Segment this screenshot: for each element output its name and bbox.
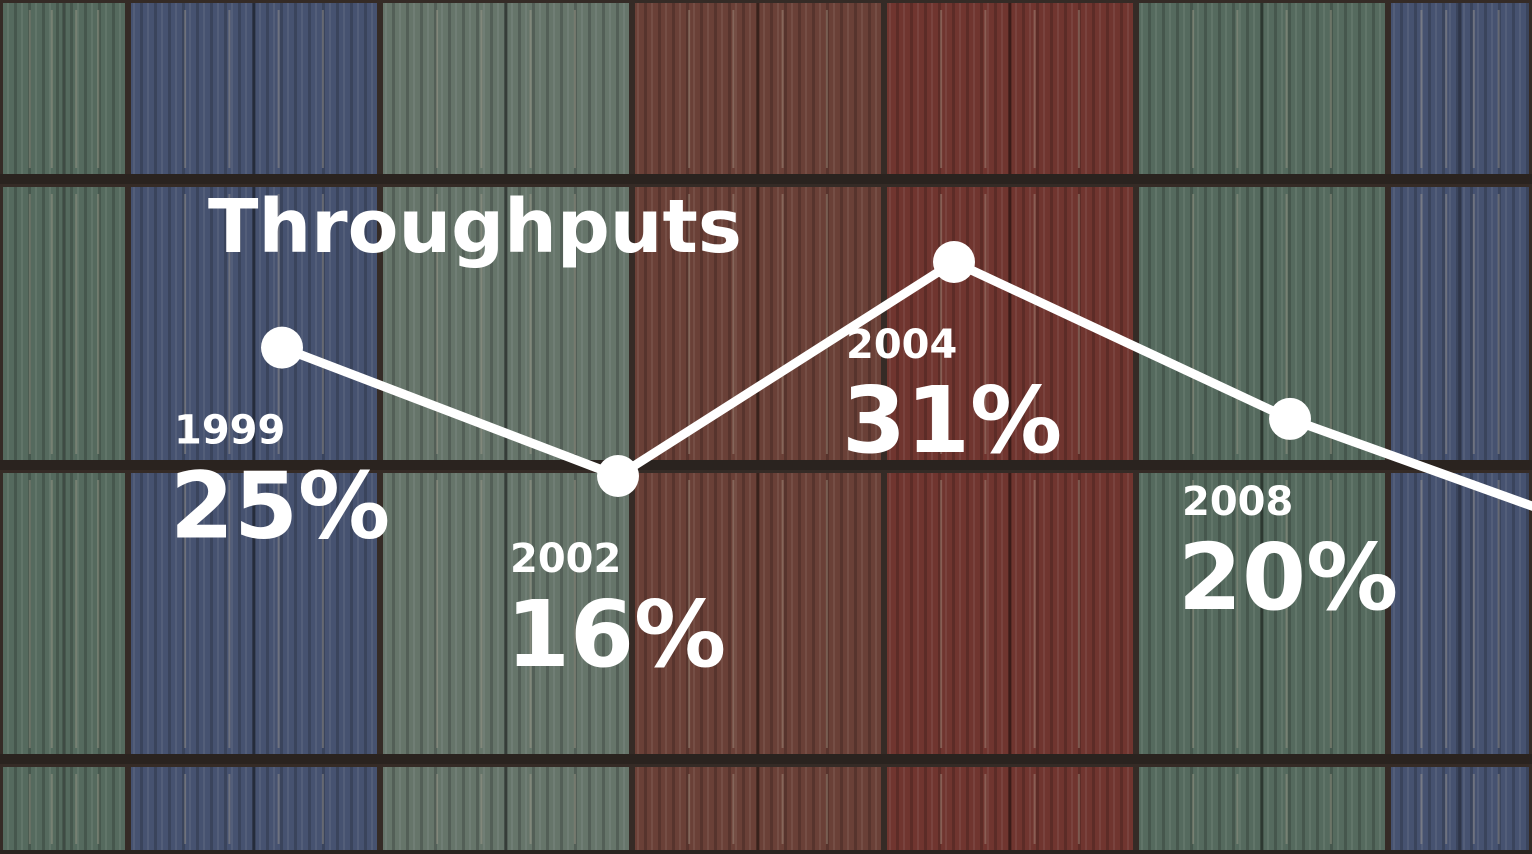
- year-label: 2004: [846, 322, 957, 368]
- data-point: [1269, 398, 1311, 440]
- value-label: 20%: [1178, 524, 1398, 631]
- data-point: [933, 241, 975, 283]
- value-label: 25%: [170, 453, 390, 560]
- data-point: [261, 327, 303, 369]
- data-point: [597, 455, 639, 497]
- chart-title: Throughputs: [208, 184, 742, 270]
- chart: 199925% 200216% 200431% 200820% Throughputs: [0, 0, 1532, 854]
- value-label: 16%: [506, 581, 726, 688]
- page: {"chart_data": {"type": "line", "title":…: [0, 0, 1532, 854]
- year-label: 2002: [510, 536, 621, 582]
- year-label: 1999: [174, 408, 285, 454]
- year-label: 2008: [1182, 479, 1293, 525]
- value-label: 31%: [842, 367, 1062, 474]
